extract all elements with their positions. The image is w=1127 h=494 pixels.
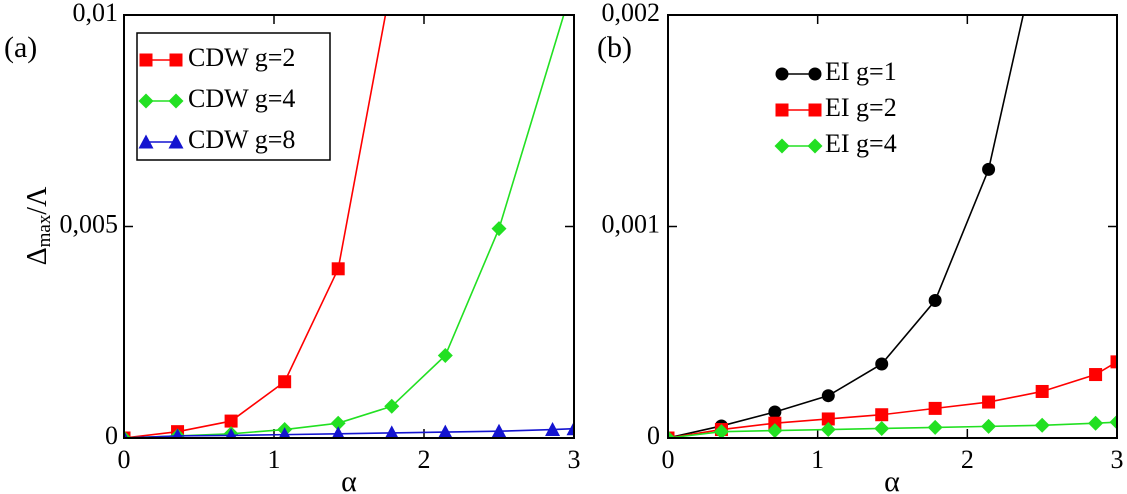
x-tick-label: 0 xyxy=(662,445,675,474)
legend-label: EI g=4 xyxy=(825,129,897,158)
x-axis-label: α xyxy=(884,465,900,494)
marker xyxy=(225,427,237,438)
marker xyxy=(874,420,890,436)
y-tick-label: 0,001 xyxy=(602,209,661,238)
marker xyxy=(1035,384,1049,398)
y-tick-label: 0,005 xyxy=(60,209,119,238)
plot-frame xyxy=(667,14,1118,439)
marker xyxy=(330,415,346,431)
series-line xyxy=(668,361,1117,438)
marker xyxy=(278,375,292,389)
legend-frame xyxy=(136,32,331,161)
marker xyxy=(982,162,996,176)
marker xyxy=(775,103,789,117)
marker xyxy=(138,134,154,149)
marker xyxy=(1034,417,1050,433)
series-line xyxy=(124,15,387,438)
marker xyxy=(821,412,835,426)
marker xyxy=(668,430,676,438)
marker xyxy=(437,348,453,364)
marker xyxy=(820,422,836,438)
y-label-main: Δ xyxy=(22,247,53,265)
x-tick-label: 3 xyxy=(568,445,581,474)
marker xyxy=(928,294,942,308)
legend-label: CDW g=8 xyxy=(188,125,295,154)
x-tick-label: 1 xyxy=(811,445,824,474)
marker xyxy=(278,427,291,438)
marker xyxy=(928,401,942,415)
legend-label: CDW g=4 xyxy=(188,84,295,113)
x-tick-label: 2 xyxy=(418,445,431,474)
marker xyxy=(224,414,238,428)
marker xyxy=(1110,355,1117,369)
panel-label: (b) xyxy=(597,31,632,64)
x-tick-label: 2 xyxy=(961,445,974,474)
marker xyxy=(138,93,154,109)
marker xyxy=(1109,414,1117,430)
marker xyxy=(566,421,574,436)
marker xyxy=(169,53,183,67)
marker xyxy=(927,419,943,435)
plot-area xyxy=(668,15,1117,438)
plot-frame xyxy=(123,14,575,439)
marker xyxy=(713,424,729,438)
marker xyxy=(807,138,823,154)
marker xyxy=(875,408,889,422)
marker xyxy=(331,262,345,276)
y-tick-label: 0 xyxy=(105,421,118,450)
marker xyxy=(808,67,822,81)
marker xyxy=(172,428,183,438)
legend-label: EI g=1 xyxy=(825,57,897,86)
marker xyxy=(438,424,453,438)
marker xyxy=(1088,415,1104,431)
marker xyxy=(168,134,184,149)
series-line xyxy=(668,15,1025,438)
marker xyxy=(168,93,184,109)
legend-label: EI g=2 xyxy=(825,93,897,122)
marker xyxy=(139,53,153,67)
x-tick-label: 0 xyxy=(118,445,131,474)
marker xyxy=(981,418,997,434)
x-tick-label: 1 xyxy=(268,445,281,474)
marker xyxy=(767,423,783,438)
y-tick-label: 0,01 xyxy=(73,0,119,27)
y-label-sub: max xyxy=(34,214,55,247)
series-line xyxy=(668,421,1117,438)
marker xyxy=(1089,368,1103,382)
y-label-rest: /Λ xyxy=(22,186,53,215)
marker xyxy=(775,67,789,81)
marker xyxy=(491,423,507,438)
y-tick-label: 0 xyxy=(647,421,660,450)
series-line xyxy=(124,427,574,438)
marker xyxy=(545,422,561,437)
marker xyxy=(875,357,889,371)
marker xyxy=(331,426,345,438)
marker xyxy=(774,138,790,154)
marker xyxy=(808,103,822,117)
plot-area xyxy=(124,15,574,438)
x-tick-label: 3 xyxy=(1111,445,1124,474)
legend-label: CDW g=2 xyxy=(188,43,295,72)
y-tick-label: 0,002 xyxy=(602,0,661,27)
marker xyxy=(768,405,782,419)
marker xyxy=(384,398,400,414)
marker xyxy=(982,395,996,409)
marker xyxy=(491,221,507,237)
marker xyxy=(385,425,399,438)
panel-label: (a) xyxy=(4,31,37,64)
y-axis-label: Δmax/Λ xyxy=(22,186,55,266)
marker xyxy=(124,430,129,438)
marker xyxy=(821,389,835,403)
x-axis-label: α xyxy=(341,465,357,494)
